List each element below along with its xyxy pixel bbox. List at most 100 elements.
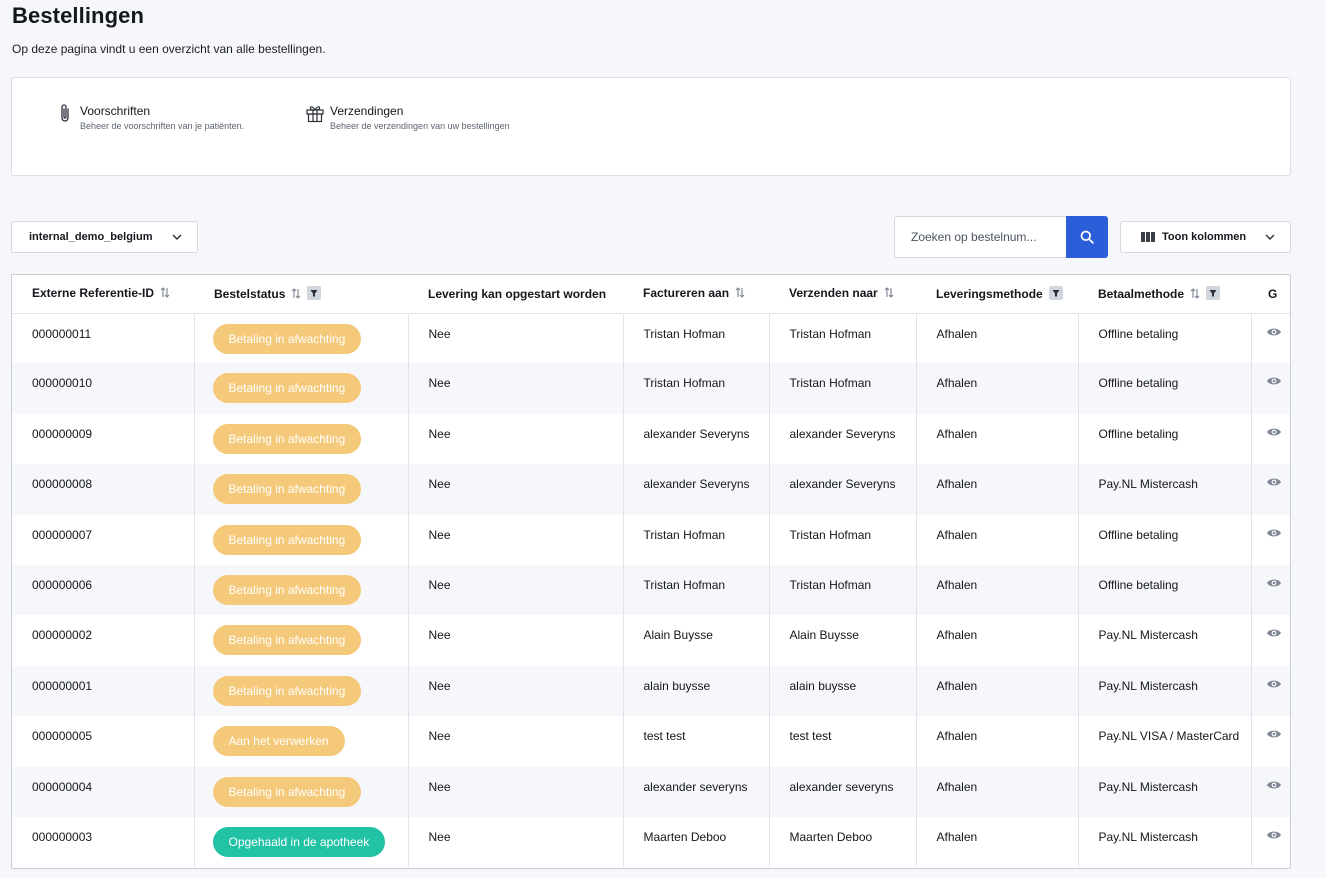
column-header-ship-to[interactable]: Verzenden naar [769, 275, 916, 314]
eye-icon[interactable] [1266, 678, 1282, 690]
filter-icon[interactable] [1048, 286, 1063, 301]
eye-icon[interactable] [1266, 527, 1282, 539]
eye-icon[interactable] [1266, 375, 1282, 387]
eye-icon[interactable] [1266, 779, 1282, 791]
cell-actions [1251, 615, 1290, 665]
eye-icon[interactable] [1266, 326, 1282, 338]
cell-ship-to: alexander Severyns [769, 413, 917, 465]
cell-delivery-method: Afhalen [916, 816, 1079, 868]
cell-ship-to: alexander severyns [769, 766, 917, 817]
table-row[interactable]: 000000009 Betaling in afwachting Nee ale… [12, 413, 1290, 465]
cell-delivery-start: Nee [408, 413, 624, 465]
show-columns-button[interactable]: Toon kolommen [1120, 221, 1291, 253]
cell-status: Opgehaald in de apotheek [194, 816, 409, 868]
sort-icon[interactable] [1190, 287, 1200, 302]
eye-icon[interactable] [1266, 426, 1282, 438]
cell-delivery-method: Afhalen [916, 514, 1079, 565]
store-select-value: internal_demo_belgium [29, 231, 153, 243]
column-header-delivery-method[interactable]: Leveringsmethode [916, 275, 1078, 314]
search-field[interactable] [894, 216, 1066, 258]
cell-delivery-start: Nee [408, 313, 624, 364]
sort-icon[interactable] [160, 287, 170, 301]
table-row[interactable]: 000000003 Opgehaald in de apotheek Nee M… [12, 816, 1290, 868]
sort-icon[interactable] [735, 287, 745, 301]
cell-delivery-method: Afhalen [916, 665, 1079, 717]
cell-actions [1251, 565, 1290, 615]
table-row[interactable]: 000000010 Betaling in afwachting Nee Tri… [12, 363, 1290, 414]
column-header-external-id[interactable]: Externe Referentie-ID [12, 275, 194, 314]
cell-delivery-method: Afhalen [916, 564, 1079, 616]
table-row[interactable]: 000000007 Betaling in afwachting Nee Tri… [12, 514, 1290, 565]
search-input[interactable] [895, 217, 1066, 257]
cell-actions [1251, 716, 1290, 766]
cell-delivery-start: Nee [408, 816, 624, 868]
eye-icon[interactable] [1266, 577, 1282, 589]
cell-delivery-start: Nee [408, 564, 624, 616]
eye-icon[interactable] [1266, 829, 1282, 841]
cell-actions [1251, 767, 1290, 817]
cell-status: Betaling in afwachting [194, 665, 409, 717]
cell-ship-to: test test [769, 716, 917, 767]
cell-ship-to: Tristan Hofman [769, 363, 917, 414]
table-row[interactable]: 000000001 Betaling in afwachting Nee ala… [12, 665, 1290, 717]
cell-status: Betaling in afwachting [194, 615, 409, 666]
search-button[interactable] [1066, 216, 1108, 258]
sort-icon[interactable] [291, 287, 301, 302]
shortcut-voorschriften[interactable]: Voorschriften Beheer de voorschriften va… [54, 102, 244, 132]
column-header-payment-method[interactable]: Betaalmethode [1078, 275, 1251, 314]
cell-status: Betaling in afwachting [194, 464, 409, 515]
shortcut-title: Voorschriften [80, 104, 151, 118]
cell-ship-to: Tristan Hofman [769, 313, 917, 364]
page-title: Bestellingen [12, 3, 145, 28]
table-row[interactable]: 000000011 Betaling in afwachting Nee Tri… [12, 313, 1290, 364]
orders-table: Externe Referentie-ID Bestelstatus Lever… [11, 274, 1291, 869]
table-row[interactable]: 000000008 Betaling in afwachting Nee ale… [12, 464, 1290, 515]
sort-icon[interactable] [884, 287, 894, 301]
table-row[interactable]: 000000002 Betaling in afwachting Nee Ala… [12, 615, 1290, 666]
eye-icon[interactable] [1266, 728, 1282, 740]
status-badge: Betaling in afwachting [212, 423, 362, 454]
shortcut-verzendingen[interactable]: Verzendingen Beheer de verzendingen van … [304, 102, 510, 132]
cell-external-id: 000000004 [12, 766, 195, 817]
shortcuts-panel: Voorschriften Beheer de voorschriften va… [11, 77, 1291, 176]
cell-actions [1251, 817, 1290, 867]
table-row[interactable]: 000000005 Aan het verwerken Nee test tes… [12, 716, 1290, 767]
paperclip-icon [54, 102, 76, 124]
cell-delivery-start: Nee [408, 615, 624, 666]
column-header-delivery-start: Levering kan opgestart worden [408, 275, 623, 314]
table-row[interactable]: 000000004 Betaling in afwachting Nee ale… [12, 766, 1290, 817]
store-select[interactable]: internal_demo_belgium [11, 221, 198, 253]
cell-payment-method: Pay.NL Mistercash [1078, 665, 1252, 717]
eye-icon[interactable] [1266, 476, 1282, 488]
columns-icon [1141, 232, 1155, 242]
column-header-bill-to[interactable]: Factureren aan [623, 275, 769, 314]
cell-delivery-method: Afhalen [916, 363, 1079, 414]
cell-delivery-method: Afhalen [916, 716, 1079, 767]
column-header-status[interactable]: Bestelstatus [194, 275, 408, 314]
cell-delivery-start: Nee [408, 716, 624, 767]
cell-bill-to: Tristan Hofman [623, 363, 770, 414]
status-badge: Betaling in afwachting [212, 675, 362, 706]
cell-external-id: 000000011 [12, 313, 195, 364]
cell-status: Betaling in afwachting [194, 514, 409, 565]
filter-icon[interactable] [1206, 285, 1221, 300]
cell-actions [1251, 414, 1290, 464]
filter-icon[interactable] [307, 285, 322, 300]
cell-actions [1251, 464, 1290, 514]
cell-delivery-start: Nee [408, 665, 624, 717]
cell-status: Betaling in afwachting [194, 766, 409, 817]
eye-icon[interactable] [1266, 627, 1282, 639]
cell-delivery-method: Afhalen [916, 615, 1079, 666]
cell-delivery-method: Afhalen [916, 766, 1079, 817]
status-badge: Betaling in afwachting [212, 524, 362, 555]
status-badge: Betaling in afwachting [212, 373, 362, 404]
cell-delivery-method: Afhalen [916, 464, 1079, 515]
cell-ship-to: Tristan Hofman [769, 564, 917, 616]
cell-bill-to: alexander Severyns [623, 464, 770, 515]
cell-payment-method: Offline betaling [1078, 313, 1252, 364]
cell-payment-method: Offline betaling [1078, 514, 1252, 565]
cell-bill-to: Maarten Deboo [623, 816, 770, 868]
table-row[interactable]: 000000006 Betaling in afwachting Nee Tri… [12, 564, 1290, 616]
cell-payment-method: Pay.NL Mistercash [1078, 464, 1252, 515]
cell-actions [1251, 515, 1290, 565]
